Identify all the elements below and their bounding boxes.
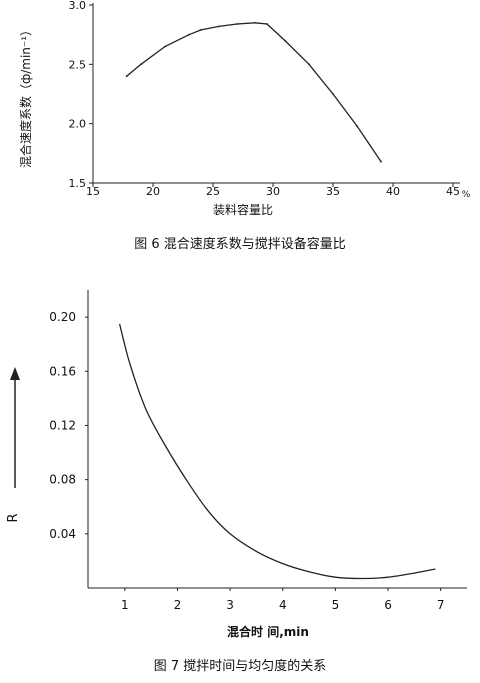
- chart-1-point: [308, 63, 310, 66]
- chart-2-x-label: 混合时 间,min: [227, 624, 309, 639]
- chart-1-x-tick-label-4: 35: [326, 185, 340, 198]
- chart-2-x-tick-label-6: 7: [437, 598, 445, 612]
- chart-1-caption: 图 6 混合速度系数与搅拌设备容量比: [134, 237, 346, 252]
- chart-1-y-tick-label-3: 3.0: [69, 0, 87, 12]
- chart-2-x-tick-label-1: 2: [174, 598, 182, 612]
- chart-1-point: [140, 63, 142, 66]
- chart-2-x-tick-label-5: 6: [384, 598, 392, 612]
- chart-1-point: [284, 39, 286, 42]
- chart-1-point: [254, 21, 256, 24]
- chart-1-point: [125, 75, 128, 78]
- chart-2-y-tick-label-1: 0.08: [49, 473, 76, 487]
- chart-2-x-tick-label-4: 5: [332, 598, 340, 612]
- chart-2-x-tick-label-0: 1: [121, 598, 129, 612]
- chart-1-point: [164, 45, 166, 48]
- chart-2-caption: 图 7 搅拌时间与均匀度的关系: [153, 659, 327, 674]
- chart-2-x-tick-label-2: 3: [226, 598, 234, 612]
- chart-1-x-label: 装料容量比: [213, 202, 273, 217]
- chart-1-x-tick-label-0: 15: [86, 185, 100, 198]
- chart-2-y-tick-label-3: 0.16: [49, 364, 76, 378]
- chart-1-series-line: [126, 22, 382, 162]
- chart-2-y-tick-label-0: 0.04: [49, 527, 76, 541]
- chart-1-point: [218, 25, 220, 28]
- chart-2-y-arrow-head: [10, 367, 20, 380]
- chart-1-x-unit: %: [462, 190, 471, 200]
- chart-1-point: [236, 23, 238, 25]
- chart-1-y-label: 混合速度系数（ф/min⁻¹）: [18, 24, 33, 168]
- chart-2-y-tick-label-2: 0.12: [49, 418, 76, 432]
- chart-1-x-tick-label-2: 25: [206, 185, 220, 198]
- chart-1-x-tick-label-1: 20: [146, 185, 160, 198]
- chart-1-point: [188, 33, 190, 36]
- chart-1-point: [332, 93, 334, 95]
- chart-2-x-tick-label-3: 4: [279, 598, 287, 612]
- chart-1-y-tick-label-0: 1.5: [69, 177, 87, 190]
- chart-2-series-line: [118, 323, 436, 580]
- chart-1-y-tick-label-2: 2.5: [69, 58, 87, 71]
- chart-1-y-tick-label-1: 2.0: [69, 118, 87, 131]
- chart-2-y-label: R: [6, 513, 21, 522]
- chart-1-point: [380, 160, 382, 163]
- chart-1-point: [200, 29, 202, 31]
- chart-1-point: [266, 23, 268, 25]
- chart-1-x-tick-label-6: 45: [446, 185, 460, 198]
- chart-1-x-tick-label-3: 30: [266, 185, 280, 198]
- chart-2-y-tick-label-4: 0.20: [49, 310, 76, 324]
- chart-1-point: [356, 125, 358, 127]
- chart-1-x-tick-label-5: 40: [386, 185, 400, 198]
